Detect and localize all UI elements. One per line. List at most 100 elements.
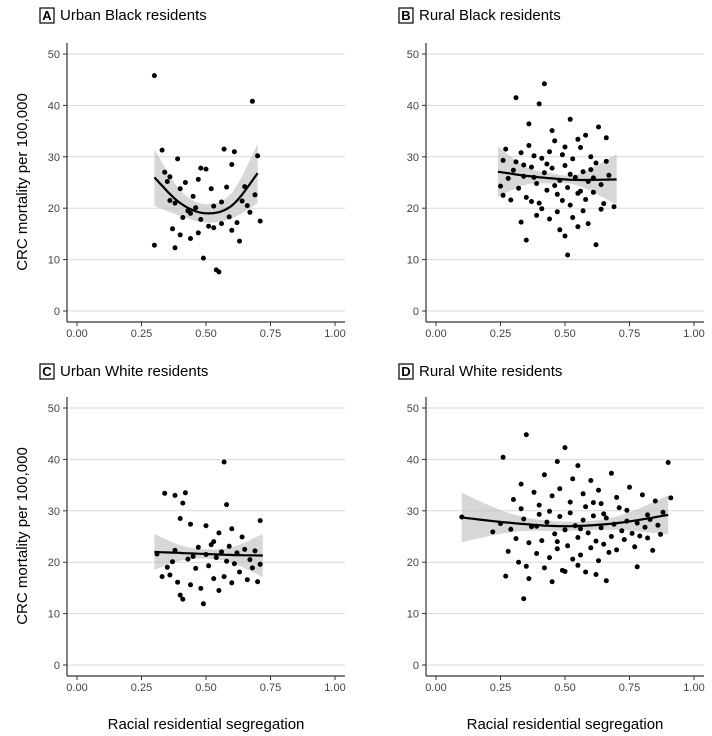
- data-point: [596, 124, 601, 130]
- data-point: [536, 101, 542, 107]
- data-point: [655, 522, 661, 528]
- data-point: [151, 73, 157, 79]
- data-point: [151, 242, 157, 248]
- data-point: [523, 432, 529, 438]
- data-point: [567, 116, 573, 122]
- data-point: [562, 233, 568, 239]
- data-point: [608, 534, 614, 539]
- data-point: [614, 494, 620, 500]
- y-tick-label: 30: [48, 506, 60, 518]
- y-tick-label: 50: [407, 403, 419, 415]
- panel-title: Urban Black residents: [60, 7, 207, 24]
- data-point: [611, 204, 617, 210]
- data-point: [619, 528, 625, 534]
- data-point: [601, 511, 607, 517]
- data-point: [534, 181, 540, 186]
- data-point: [562, 163, 568, 168]
- y-tick-label: 20: [48, 557, 60, 569]
- data-point: [541, 170, 547, 176]
- fit-line: [153, 172, 259, 215]
- data-point: [521, 516, 527, 522]
- data-point: [645, 535, 651, 541]
- data-point: [554, 209, 560, 215]
- data-point: [634, 564, 640, 570]
- data-point: [601, 201, 607, 207]
- data-point: [211, 225, 217, 231]
- data-point: [588, 167, 594, 173]
- data-point: [247, 209, 253, 215]
- data-point: [229, 580, 235, 586]
- data-point: [603, 578, 609, 584]
- data-point: [510, 497, 516, 502]
- data-point: [508, 526, 514, 532]
- data-point: [637, 533, 643, 539]
- data-point: [180, 500, 186, 506]
- data-point: [549, 579, 555, 585]
- data-point: [188, 236, 193, 241]
- data-point: [498, 183, 503, 189]
- data-point: [547, 555, 552, 561]
- data-point: [580, 169, 586, 175]
- panel-tag: A: [42, 8, 52, 23]
- data-point: [559, 198, 565, 203]
- data-point: [642, 524, 648, 530]
- data-point: [257, 518, 263, 524]
- data-point: [567, 202, 573, 208]
- data-point: [549, 165, 555, 171]
- data-point: [239, 534, 245, 540]
- data-point: [510, 167, 516, 173]
- data-point: [624, 507, 630, 513]
- data-point: [603, 135, 609, 141]
- y-axis-title-bottom: CRC mortality per 100,000: [14, 447, 31, 625]
- data-point: [549, 493, 555, 499]
- data-point: [195, 544, 201, 550]
- data-point: [562, 144, 568, 150]
- panel-title: Rural Black residents: [419, 7, 561, 24]
- data-point: [588, 545, 594, 551]
- data-point: [180, 596, 186, 602]
- data-point: [572, 174, 578, 180]
- panel-tag: B: [401, 8, 410, 23]
- data-point: [213, 555, 219, 561]
- data-point: [244, 203, 250, 209]
- data-point: [534, 551, 540, 556]
- data-point: [529, 164, 534, 170]
- data-point: [596, 558, 601, 564]
- data-point: [247, 557, 253, 563]
- data-point: [554, 539, 560, 545]
- y-tick-label: 20: [407, 557, 419, 569]
- panel-tag-box: [398, 7, 414, 24]
- y-tick-label: 0: [413, 306, 419, 318]
- data-point: [606, 172, 612, 178]
- panel-d: D Rural White residents 0 10 20 30 40 50 0.00 0.2…: [398, 363, 705, 694]
- y-tick-label: 40: [48, 454, 60, 466]
- data-point: [198, 585, 204, 591]
- data-point: [608, 470, 614, 476]
- confidence-band: [497, 146, 617, 205]
- data-point: [203, 523, 209, 529]
- data-point: [195, 176, 201, 182]
- x-tick-label: 0.00: [425, 328, 446, 340]
- fit-line: [154, 550, 263, 557]
- data-point: [219, 221, 224, 227]
- data-point: [570, 156, 576, 162]
- data-point: [203, 166, 209, 172]
- data-point: [252, 548, 258, 554]
- y-tick-label: 50: [48, 49, 60, 61]
- x-tick-label: 0.50: [195, 682, 216, 694]
- data-point: [219, 199, 224, 205]
- data-point: [627, 484, 632, 490]
- data-point: [658, 531, 663, 537]
- data-point: [593, 538, 599, 544]
- x-tick-label: 0.75: [619, 682, 640, 694]
- data-point: [180, 215, 186, 220]
- data-point: [172, 245, 178, 251]
- data-point: [255, 153, 261, 159]
- data-point: [552, 531, 558, 537]
- data-point: [195, 230, 201, 236]
- data-point: [652, 498, 658, 504]
- confidence-band: [154, 143, 258, 223]
- data-point: [598, 182, 604, 188]
- fit-line: [461, 513, 669, 528]
- y-tick-label: 40: [407, 100, 419, 112]
